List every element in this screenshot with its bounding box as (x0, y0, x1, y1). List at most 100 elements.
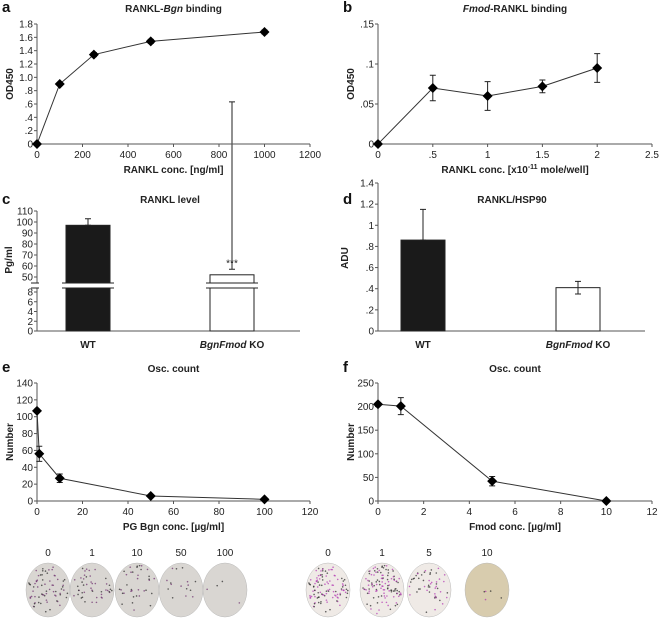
stain-dot (386, 595, 388, 597)
series-line (36, 410, 265, 500)
stain-dot (101, 597, 103, 599)
y-axis-label-f: Number (346, 423, 357, 461)
y-tick-label: 1.6 (19, 33, 33, 44)
y-tick-label: .05 (360, 100, 374, 111)
x-tick-label: 2 (421, 507, 427, 518)
stain-dot (106, 589, 109, 592)
stain-dot (396, 589, 398, 592)
stain-dot (95, 596, 98, 599)
stain-dot (398, 590, 401, 593)
stain-dot (328, 588, 331, 591)
stain-dot (332, 566, 334, 568)
stain-dot (216, 584, 218, 587)
y-tick-label: .1 (366, 60, 375, 71)
well-label: 10 (481, 548, 493, 559)
series-line (36, 31, 265, 145)
x-tick-label: 40 (122, 507, 134, 518)
stain-dot (316, 597, 319, 599)
stain-dot (380, 571, 382, 574)
well-label: 0 (45, 548, 51, 559)
stain-dot (339, 593, 342, 596)
y-tick-label: 40 (22, 463, 34, 474)
title-part: Bgn (163, 4, 182, 15)
axes (36, 24, 310, 145)
stain-dot (37, 574, 40, 577)
stain-dot (65, 596, 68, 599)
category-label: WT (80, 340, 96, 351)
panel-letter-d: d (343, 191, 352, 208)
stain-dot (391, 568, 394, 571)
stain-dot (484, 598, 487, 601)
stain-dot (366, 592, 369, 595)
axis-break-marks (31, 282, 258, 289)
stain-dot (108, 590, 111, 593)
stain-dot (84, 601, 86, 603)
x-label-text: RANKL conc. [x10 (441, 165, 528, 176)
stain-dot (387, 572, 390, 574)
panel-letter-e: e (2, 359, 10, 376)
data-point (259, 27, 270, 37)
stain-dot (325, 590, 328, 592)
stain-dot (390, 590, 393, 593)
error-bar (420, 208, 426, 241)
stain-dot (397, 581, 399, 584)
data-point (482, 91, 493, 101)
stain-dot (388, 590, 390, 592)
stain-dot (344, 591, 347, 594)
stain-dot (378, 583, 381, 586)
stain-dot (484, 590, 487, 593)
stain-dot (77, 589, 80, 592)
y-tick-label: 100 (16, 218, 33, 229)
stain-dot (409, 594, 411, 596)
stain-dot (387, 584, 389, 587)
stain-dot (317, 581, 319, 583)
stain-dot (53, 574, 56, 577)
y-tick-label: 70 (22, 251, 34, 262)
y-axis-label-a: OD450 (5, 68, 16, 100)
y-tick-label: 0 (368, 140, 374, 151)
stain-dot (169, 582, 172, 584)
stain-dot (341, 577, 343, 580)
chart-title-d: RANKL/HSP90 (477, 195, 547, 206)
stain-dot (49, 608, 51, 611)
stain-dot (326, 601, 328, 603)
stain-dot (48, 588, 51, 591)
stain-dot (34, 582, 36, 585)
stain-dot (390, 577, 393, 580)
stain-dot (339, 604, 341, 607)
stain-dot (342, 589, 345, 592)
stain-dot (342, 580, 345, 582)
stain-dot (387, 604, 389, 607)
stain-dot (392, 590, 395, 592)
stain-dot (417, 588, 420, 590)
stain-dot (94, 568, 96, 571)
stain-dot (82, 578, 85, 580)
stain-dot (126, 584, 128, 586)
stain-dot (416, 591, 418, 593)
panel-letter-c: c (2, 191, 10, 208)
stain-dot (316, 586, 319, 588)
stain-dot (368, 572, 371, 575)
stain-dot (77, 593, 79, 596)
stain-dot (419, 588, 421, 590)
y-tick-label: 60 (22, 262, 34, 273)
stain-dot (336, 600, 338, 602)
stain-dot (81, 581, 83, 583)
chart-title-e: Osc. count (148, 364, 200, 375)
stain-dot (428, 579, 430, 582)
stain-dot (427, 586, 430, 588)
stain-dot (42, 594, 45, 596)
stain-dot (36, 586, 39, 588)
stain-dot (150, 592, 153, 595)
stain-dot (429, 573, 431, 575)
x-axis-label-a: RANKL conc. [ng/ml] (124, 165, 224, 176)
stain-dot (321, 573, 323, 576)
stain-dot (185, 595, 187, 597)
stain-dot (385, 601, 388, 604)
data-point (373, 139, 383, 149)
well-images-f: 0 1 5 10 (305, 548, 510, 618)
y-tick-label: .4 (366, 284, 375, 295)
stain-dot (381, 574, 383, 577)
stain-dot (121, 592, 124, 595)
stain-dot (367, 579, 369, 582)
